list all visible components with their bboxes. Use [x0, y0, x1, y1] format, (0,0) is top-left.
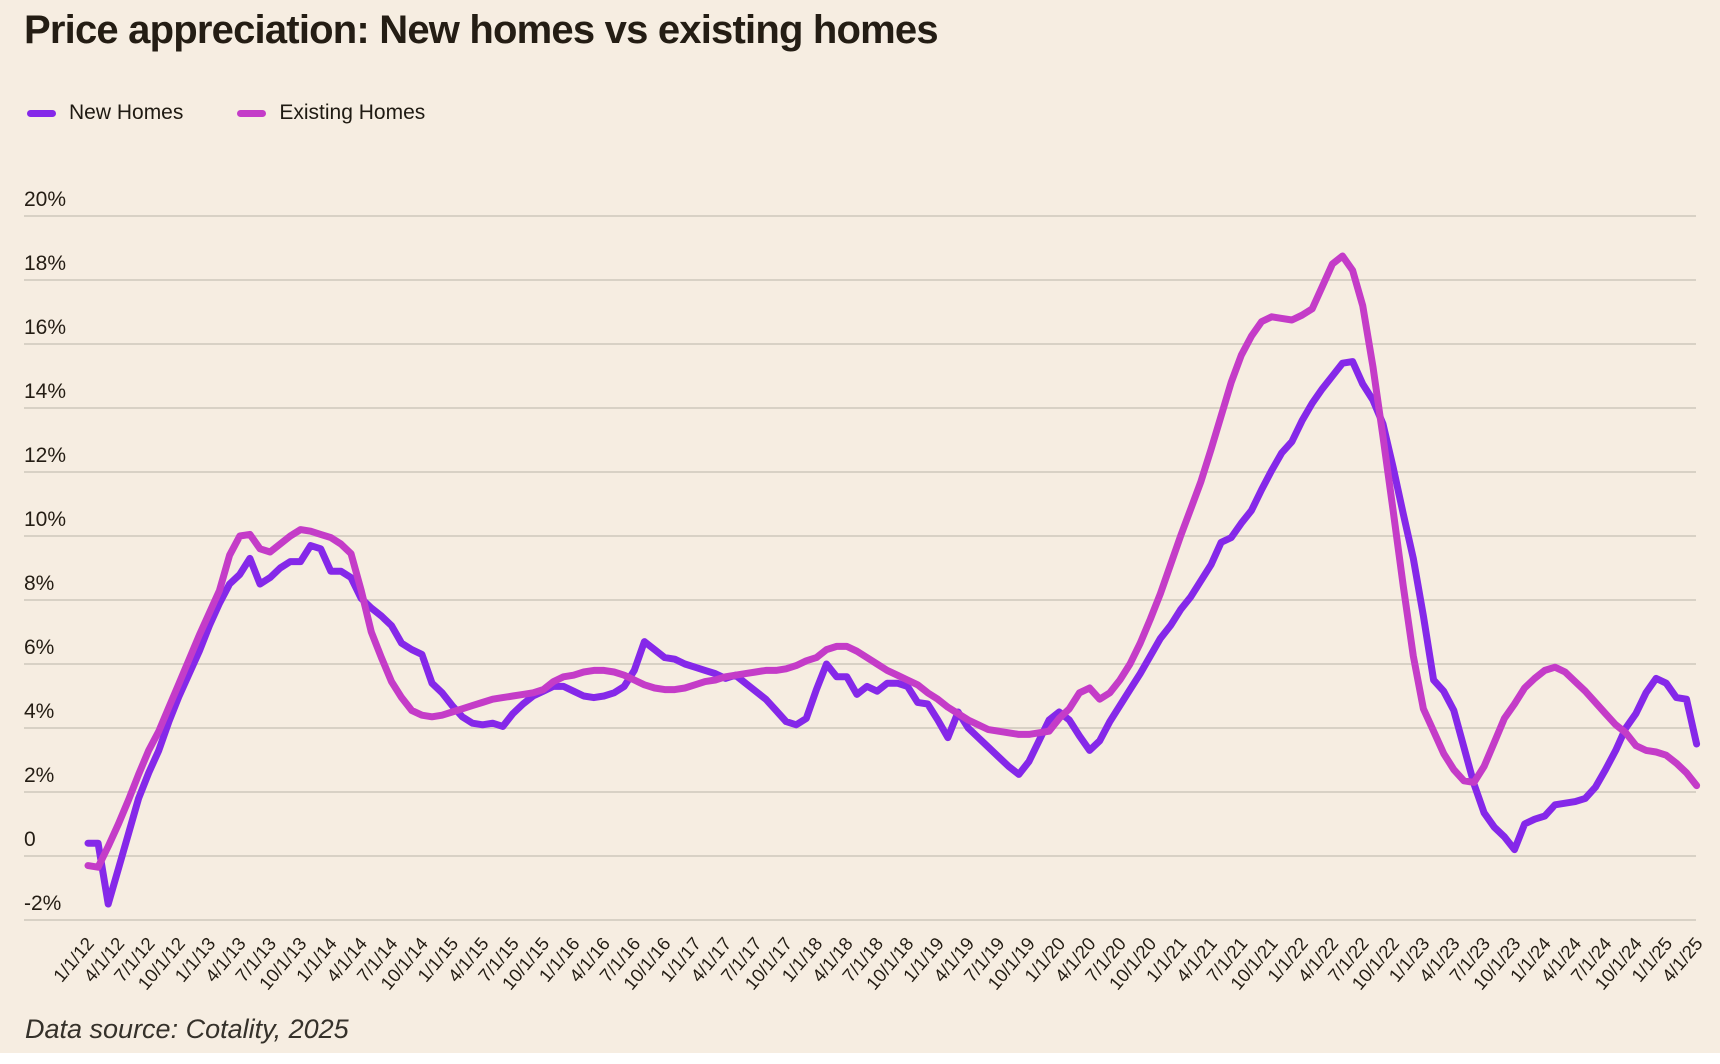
svg-text:16%: 16% [24, 316, 66, 339]
svg-text:12%: 12% [24, 444, 66, 467]
svg-text:-2%: -2% [24, 892, 61, 915]
svg-text:14%: 14% [24, 380, 66, 403]
new-homes-line-swatch-icon [27, 109, 56, 117]
bottom-strip [0, 1053, 1720, 1064]
svg-text:6%: 6% [24, 636, 54, 659]
chart-title: Price appreciation: New homes vs existin… [24, 8, 939, 52]
legend-label-existing-homes: Existing Homes [279, 101, 426, 124]
legend: New Homes Existing Homes [27, 101, 425, 125]
svg-text:2%: 2% [24, 764, 54, 787]
svg-text:0: 0 [24, 828, 36, 851]
svg-text:10%: 10% [24, 508, 66, 531]
legend-item-existing-homes: Existing Homes [237, 101, 425, 125]
svg-text:18%: 18% [24, 252, 66, 275]
svg-text:20%: 20% [24, 188, 66, 211]
svg-text:4%: 4% [24, 700, 54, 723]
svg-text:8%: 8% [24, 572, 54, 595]
existing-homes-line-swatch-icon [237, 109, 267, 117]
legend-item-new-homes: New Homes [27, 101, 183, 125]
data-source-note: Data source: Cotality, 2025 [25, 1014, 349, 1044]
legend-label-new-homes: New Homes [69, 101, 184, 124]
